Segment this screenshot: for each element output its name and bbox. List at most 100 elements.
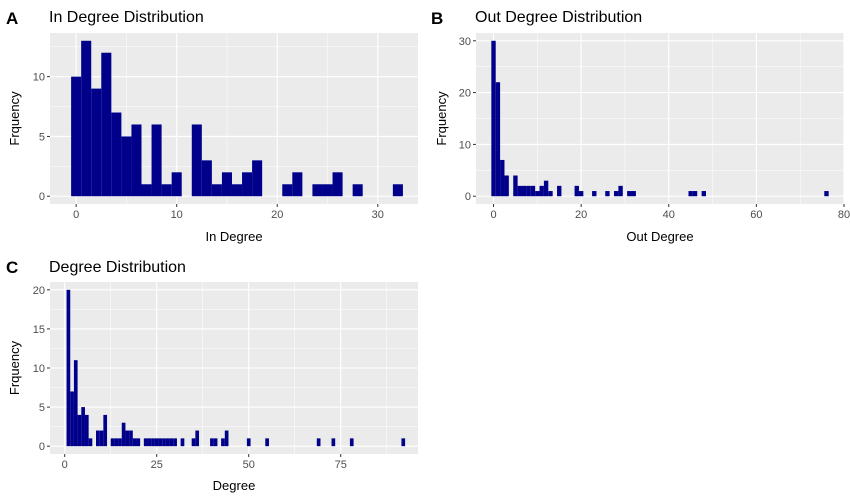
panel-a-bar	[211, 184, 222, 197]
panel-b-y-axis-title: Frquency	[434, 91, 449, 146]
panel-a-bars	[71, 40, 403, 197]
panel-a-bar	[322, 184, 333, 197]
panel-c-bar	[132, 438, 137, 447]
panel-b-bar	[522, 185, 527, 197]
panel-c-bar	[70, 391, 74, 447]
panel-c-bar	[195, 430, 200, 447]
panel-c-bar	[110, 438, 115, 447]
panel-a-bar	[81, 40, 92, 197]
panel-b-bar	[526, 185, 531, 197]
panel-a-x-tick-label: 20	[271, 209, 283, 221]
panel-a: A In Degree Distribution 0 10 20 30 0 5 10 In …	[6, 9, 418, 244]
panel-a-x-axis-title: In Degree	[205, 229, 262, 244]
panel-c-bar	[265, 438, 269, 447]
panel-a-x-tick-label: 30	[372, 209, 384, 221]
panel-c-bar	[151, 438, 155, 447]
panel-c-bar	[169, 438, 174, 447]
panel-a-bar	[242, 172, 253, 197]
panel-a-bar	[201, 160, 212, 197]
panel-b-bar	[530, 185, 536, 197]
panel-a-bar	[141, 184, 152, 197]
panel-b-x-axis-title: Out Degree	[626, 229, 693, 244]
panel-c-x-tick-label: 50	[243, 459, 255, 471]
panel-c-bar	[73, 360, 78, 447]
panel-c-bar	[99, 430, 104, 447]
panel-c-bar	[210, 438, 214, 447]
panel-a-bar	[332, 172, 343, 197]
panel-b-y-tick-label: 30	[459, 36, 471, 48]
panel-c-y-tick-label: 5	[39, 402, 45, 414]
panel-c-bar	[118, 438, 122, 447]
panel-a-bar	[252, 160, 263, 197]
panel-c-bar	[162, 438, 166, 447]
panel-a-bar	[101, 52, 112, 197]
panel-a-bar	[91, 88, 102, 197]
panel-c-bar	[147, 438, 152, 447]
panel-c-letter: C	[6, 258, 18, 277]
panel-b-bar	[517, 185, 522, 197]
panel-c-x-axis-title: Degree	[213, 478, 256, 493]
panel-b-bar	[614, 191, 619, 197]
panel-b-bar	[631, 191, 636, 197]
panel-c-x-tick-label: 0	[62, 459, 68, 471]
panel-c-title: Degree Distribution	[49, 259, 186, 276]
panel-a-bar	[131, 124, 142, 197]
panel-b-bar	[578, 191, 584, 197]
panel-c-bar	[143, 438, 148, 447]
panel-b-x-tick-label: 60	[750, 209, 762, 221]
panel-a-y-tick-label: 0	[39, 191, 45, 203]
panel-a-bar	[161, 184, 172, 197]
panel-b-title: Out Degree Distribution	[475, 9, 642, 26]
panel-c-x-tick-label: 75	[335, 459, 347, 471]
panel-b-bar	[504, 175, 509, 197]
panel-a-ticks: 0 10 20 30 0 5 10	[33, 72, 384, 221]
panel-b-bar	[688, 191, 693, 197]
panel-b-bar	[535, 191, 540, 197]
panel-a-bar	[121, 136, 132, 197]
panel-c-bar	[158, 438, 163, 447]
panel-c-bars	[66, 289, 406, 447]
panel-b-bar	[513, 175, 518, 197]
panel-b-y-tick-label: 10	[459, 139, 471, 151]
panel-c-y-tick-label: 0	[39, 441, 45, 453]
panel-a-bar	[71, 76, 82, 197]
panel-a-title: In Degree Distribution	[49, 9, 204, 26]
panel-c-bar	[81, 407, 85, 447]
panel-b-bar	[548, 191, 553, 197]
panel-c-bar	[221, 438, 225, 447]
panel-a-bar	[352, 184, 363, 197]
panel-b-x-tick-label: 20	[575, 209, 587, 221]
panel-a-bar	[171, 172, 182, 197]
panel-c-y-axis-title: Frquency	[7, 340, 22, 395]
panel-a-gridlines	[50, 33, 418, 204]
panel-c-bar	[84, 414, 89, 447]
panel-c-bar	[213, 438, 218, 447]
panel-c-bar	[165, 438, 170, 447]
panel-b-bar	[500, 159, 505, 197]
panel-b-bar	[495, 82, 501, 197]
panel-a-y-axis-title: Frquency	[7, 91, 22, 146]
panel-b-bar	[539, 185, 544, 197]
panel-c-bar	[121, 422, 126, 447]
panel-b-bar	[618, 185, 623, 197]
panel-b-letter: B	[431, 9, 443, 28]
panel-c-bar	[349, 438, 354, 447]
panel-c-bar	[77, 414, 82, 447]
panel-b-x-tick-label: 80	[838, 209, 850, 221]
panel-c-bar	[246, 438, 251, 447]
panel-c-ticks: 0 25 50 75 0 5 10 15 20	[33, 285, 347, 471]
panel-b-bar	[491, 40, 496, 197]
panel-c-bar	[103, 414, 108, 447]
panel-c-bar	[191, 438, 196, 447]
panel-c-y-tick-label: 10	[33, 363, 45, 375]
panel-b-y-tick-label: 0	[465, 191, 471, 203]
panel-c-bar	[96, 430, 100, 447]
panel-c: C Degree Distribution 0 25 50 75 0 5 10 15 20 De…	[6, 258, 418, 493]
panel-b-bar	[557, 185, 562, 197]
panel-b-bar	[701, 191, 706, 197]
panel-c-bar	[125, 430, 130, 447]
panel-b-bar	[574, 185, 579, 197]
panel-c-bar	[180, 438, 185, 447]
panel-b-bars	[491, 40, 829, 197]
panel-b-x-tick-label: 0	[490, 209, 496, 221]
